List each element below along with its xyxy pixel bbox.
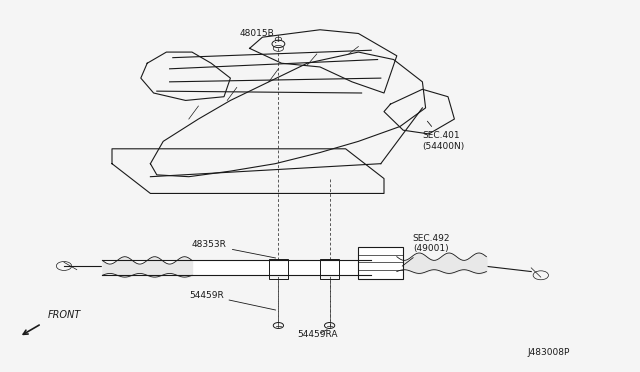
Text: FRONT: FRONT: [48, 310, 81, 320]
FancyBboxPatch shape: [358, 247, 403, 279]
Text: SEC.492
(49001): SEC.492 (49001): [402, 234, 451, 266]
Text: 54459RA: 54459RA: [298, 330, 338, 339]
Text: 48015B: 48015B: [240, 29, 276, 43]
Text: 54459R: 54459R: [189, 291, 276, 310]
Text: 48353R: 48353R: [192, 240, 276, 258]
Text: J483008P: J483008P: [527, 348, 570, 357]
Text: SEC.401
(54400N): SEC.401 (54400N): [422, 121, 465, 151]
